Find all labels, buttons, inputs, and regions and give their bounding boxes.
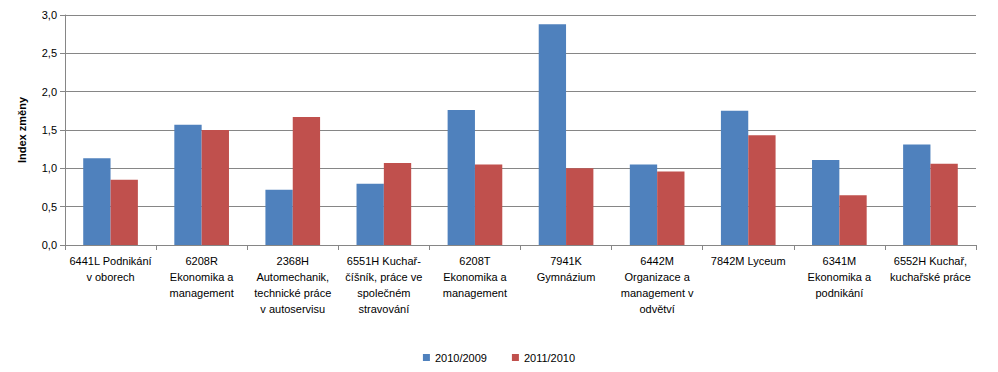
svg-text:2011/2010: 2011/2010	[524, 352, 575, 364]
svg-text:7842M Lyceum: 7842M Lyceum	[711, 255, 786, 267]
svg-text:6551H Kuchař-: 6551H Kuchař-	[347, 255, 421, 267]
svg-text:management: management	[443, 287, 507, 299]
svg-text:management v: management v	[621, 287, 694, 299]
svg-text:1,0: 1,0	[42, 162, 57, 174]
svg-text:2,0: 2,0	[42, 86, 57, 98]
svg-text:Index změny: Index změny	[16, 96, 28, 163]
svg-text:6441L Podnikání: 6441L Podnikání	[69, 255, 151, 267]
svg-text:odvětví: odvětví	[639, 303, 674, 315]
svg-text:stravování: stravování	[358, 303, 409, 315]
svg-text:v oborech: v oborech	[86, 271, 134, 283]
svg-text:Automechanik,: Automechanik,	[256, 271, 329, 283]
svg-text:2368H: 2368H	[277, 255, 309, 267]
svg-text:Ekonomika a: Ekonomika a	[808, 271, 872, 283]
svg-text:Ekonomika a: Ekonomika a	[443, 271, 507, 283]
svg-text:6442M: 6442M	[640, 255, 674, 267]
svg-text:management: management	[170, 287, 234, 299]
svg-text:společném: společném	[357, 287, 410, 299]
svg-text:podnikání: podnikání	[815, 287, 863, 299]
svg-text:2010/2009: 2010/2009	[435, 352, 487, 364]
svg-text:3,0: 3,0	[42, 9, 57, 21]
svg-text:Organizace a: Organizace a	[624, 271, 690, 283]
svg-text:Ekonomika a: Ekonomika a	[170, 271, 234, 283]
svg-text:6552H Kuchař,: 6552H Kuchař,	[894, 255, 967, 267]
svg-text:0,0: 0,0	[42, 239, 57, 251]
svg-text:1,5: 1,5	[42, 124, 57, 136]
svg-text:v autoservisu: v autoservisu	[260, 303, 325, 315]
svg-text:číšník, práce ve: číšník, práce ve	[345, 271, 422, 283]
svg-text:7941K: 7941K	[550, 255, 582, 267]
svg-text:technické práce: technické práce	[254, 287, 331, 299]
svg-text:kuchařské práce: kuchařské práce	[890, 271, 971, 283]
svg-text:Gymnázium: Gymnázium	[537, 271, 596, 283]
svg-text:2,5: 2,5	[42, 47, 57, 59]
svg-text:6208T: 6208T	[459, 255, 490, 267]
svg-text:6208R: 6208R	[185, 255, 217, 267]
svg-text:0,5: 0,5	[42, 201, 57, 213]
svg-text:6341M: 6341M	[823, 255, 857, 267]
